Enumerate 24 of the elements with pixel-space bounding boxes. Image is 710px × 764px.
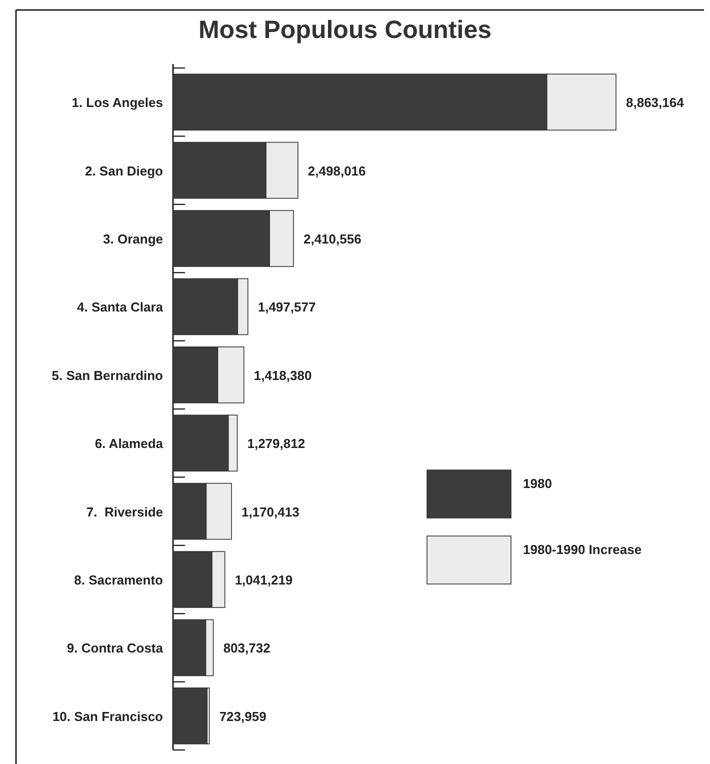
annotation: 1,041,219: [234, 572, 293, 588]
y-tick-label: 10. San Francisco: [52, 708, 164, 724]
text: 1980-1990 Increase: [523, 542, 642, 557]
y-tick-label: 4. Santa Clara: [77, 300, 164, 315]
annotation: 1,497,577: [258, 300, 316, 315]
y-tick-label: 7. Riverside: [86, 504, 163, 520]
text: 1980: [523, 476, 552, 491]
y-tick-label: 5. San Bernardino: [52, 368, 164, 383]
annotation: 803,732: [223, 640, 270, 656]
annotation: 1,418,380: [254, 368, 312, 383]
bar: [172, 688, 208, 744]
y-tick-label: 3. Orange: [103, 232, 163, 246]
annotation: 1,279,812: [247, 436, 306, 452]
annotation: 8,863,164: [626, 95, 685, 110]
y-tick-label: 1. Los Angeles: [72, 95, 163, 110]
y-tick-label: 6. Alameda: [94, 436, 164, 452]
y-tick-label: 9. Contra Costa: [66, 640, 164, 656]
annotation: 1,170,413: [241, 504, 300, 520]
chart-title: Most Populous Counties: [198, 16, 492, 44]
y-tick-label: 8. Sacramento: [74, 572, 164, 588]
annotation: 2,410,556: [303, 232, 362, 246]
annotation: 2,498,016: [308, 163, 366, 178]
y-tick-label: 2. San Diego: [84, 163, 164, 178]
annotation: 723,959: [219, 708, 266, 724]
